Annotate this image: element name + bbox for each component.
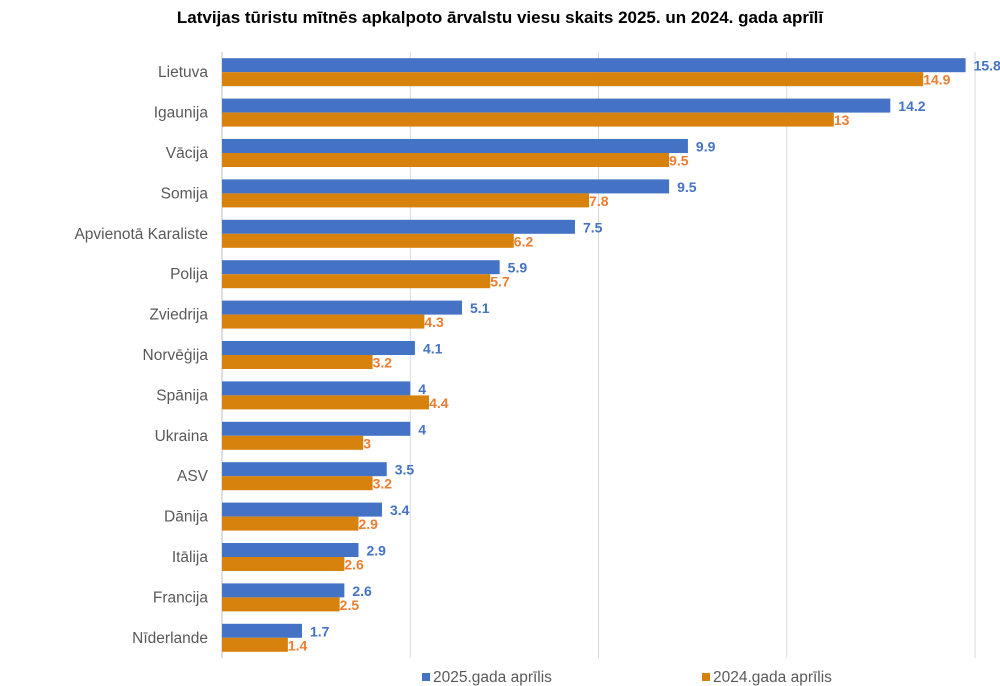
bar-1 — [222, 516, 359, 531]
legend-label: 2025.gada aprīlis — [433, 669, 552, 686]
category-label: Spānija — [156, 387, 208, 404]
data-label-0: 5.9 — [508, 260, 528, 276]
data-label-0: 7.5 — [583, 219, 603, 235]
category-label: Igaunija — [154, 105, 209, 122]
data-label-1: 2.5 — [340, 597, 360, 613]
bar-0 — [222, 139, 688, 153]
bar-0 — [222, 623, 303, 638]
category-label: Francija — [153, 589, 209, 606]
data-label-0: 2.9 — [366, 543, 386, 559]
data-label-0: 4 — [418, 381, 426, 397]
data-label-0: 4 — [418, 421, 426, 437]
data-label-1: 4.4 — [429, 395, 449, 411]
category-label: Apvienotā Karaliste — [74, 226, 208, 243]
data-label-1: 1.4 — [288, 637, 308, 653]
bar-1 — [222, 435, 364, 450]
data-label-0: 9.9 — [696, 139, 716, 155]
bar-0 — [222, 260, 500, 275]
data-label-1: 3.2 — [373, 355, 393, 371]
bar-1 — [222, 557, 345, 571]
category-label: Itālija — [172, 549, 209, 566]
bar-0 — [222, 179, 670, 194]
data-label-1: 7.8 — [589, 193, 609, 209]
data-label-1: 4.3 — [424, 314, 444, 330]
bar-1 — [222, 597, 340, 612]
data-label-0: 9.5 — [677, 179, 697, 195]
legend-swatch — [422, 673, 430, 681]
legend-swatch — [702, 673, 710, 681]
bar-1 — [222, 112, 834, 127]
data-label-1: 14.9 — [923, 72, 950, 88]
bar-1 — [222, 476, 373, 491]
category-label: Lietuva — [158, 64, 208, 81]
category-label: Ukraina — [155, 428, 209, 445]
data-label-1: 9.5 — [669, 153, 689, 169]
bar-0 — [222, 341, 415, 355]
data-label-1: 3.2 — [373, 476, 393, 492]
bar-0 — [222, 300, 463, 315]
bar-0 — [222, 219, 575, 234]
data-label-0: 2.6 — [352, 583, 372, 599]
data-label-0: 15.8 — [974, 58, 1000, 74]
bar-1 — [222, 395, 430, 410]
data-label-0: 4.1 — [423, 341, 443, 357]
data-label-0: 5.1 — [470, 300, 490, 316]
bar-1 — [222, 314, 425, 329]
bar-1 — [222, 233, 514, 248]
bar-1 — [222, 193, 590, 208]
data-label-1: 13 — [834, 112, 850, 128]
data-label-0: 3.4 — [390, 502, 410, 518]
bar-1 — [222, 355, 373, 369]
bar-0 — [222, 462, 387, 477]
data-label-1: 5.7 — [490, 274, 510, 290]
category-label: Nīderlande — [132, 630, 208, 647]
bar-0 — [222, 502, 383, 517]
bar-0 — [222, 421, 411, 436]
bar-1 — [222, 153, 670, 167]
legend-label: 2024.gada aprīlis — [713, 669, 832, 686]
bar-1 — [222, 637, 288, 652]
category-label: Somija — [161, 185, 209, 202]
data-label-0: 14.2 — [898, 98, 925, 114]
category-label: ASV — [177, 468, 209, 485]
bar-0 — [222, 543, 359, 557]
bar-1 — [222, 72, 924, 87]
data-label-1: 6.2 — [514, 233, 534, 249]
category-label: Dānija — [164, 509, 208, 526]
data-label-1: 2.6 — [344, 557, 364, 573]
data-label-1: 3 — [363, 435, 371, 451]
data-label-0: 1.7 — [310, 623, 330, 639]
bar-0 — [222, 98, 891, 113]
category-label: Norvēģija — [143, 347, 209, 364]
category-label: Polija — [170, 266, 208, 283]
data-label-0: 3.5 — [395, 462, 415, 478]
category-label: Vācija — [166, 145, 209, 162]
bar-0 — [222, 583, 345, 598]
chart-title: Latvijas tūristu mītnēs apkalpoto ārvals… — [176, 8, 824, 27]
data-label-1: 2.9 — [358, 516, 378, 532]
bar-1 — [222, 274, 491, 289]
bar-0 — [222, 58, 966, 73]
category-label: Zviedrija — [149, 307, 208, 324]
bar-0 — [222, 381, 411, 396]
